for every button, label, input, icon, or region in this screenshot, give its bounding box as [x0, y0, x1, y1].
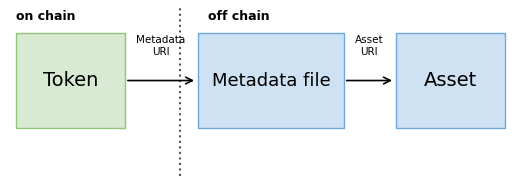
Text: off chain: off chain	[208, 10, 270, 23]
Text: on chain: on chain	[16, 10, 75, 23]
FancyBboxPatch shape	[396, 33, 505, 128]
FancyBboxPatch shape	[198, 33, 344, 128]
Text: Metadata file: Metadata file	[212, 72, 330, 89]
Text: Asset
URI: Asset URI	[355, 35, 383, 57]
FancyBboxPatch shape	[16, 33, 125, 128]
Text: Token: Token	[43, 71, 98, 90]
Text: Asset: Asset	[424, 71, 477, 90]
Text: Metadata
URI: Metadata URI	[136, 35, 185, 57]
